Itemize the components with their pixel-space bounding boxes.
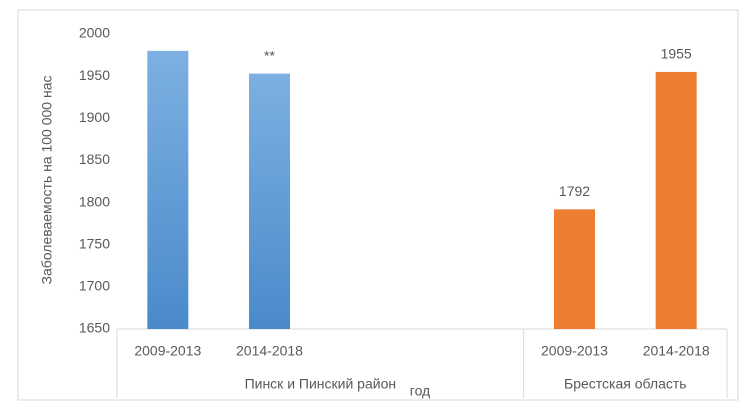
x-tick-label: 2014-2018 <box>236 343 303 359</box>
x-tick-label: 2009-2013 <box>134 343 201 359</box>
y-axis-label: Заболеваемость на 100 000 нас <box>39 76 55 285</box>
y-tick-label: 1900 <box>79 109 110 125</box>
y-tick-label: 2000 <box>79 25 110 41</box>
data-label: ** <box>264 47 275 63</box>
y-tick-label: 1700 <box>79 278 110 294</box>
group-label: Пинск и Пинский район <box>245 376 397 392</box>
bar <box>655 71 697 329</box>
group-label: Брестская область <box>564 376 687 392</box>
bar <box>249 73 290 329</box>
y-tick-label: 1950 <box>79 67 110 83</box>
x-tick-label: 2009-2013 <box>541 343 608 359</box>
y-tick-label: 1850 <box>79 151 110 167</box>
y-tick-label: 1750 <box>79 235 110 251</box>
bar <box>554 209 595 329</box>
data-label: 1955 <box>661 46 692 62</box>
x-axis-label: год <box>410 383 430 399</box>
data-label: 1792 <box>559 183 590 199</box>
x-tick-label: 2014-2018 <box>643 343 710 359</box>
bar <box>147 50 189 329</box>
y-tick-label: 1650 <box>79 320 110 336</box>
chart-border <box>17 9 739 401</box>
y-tick-label: 1800 <box>79 193 110 209</box>
